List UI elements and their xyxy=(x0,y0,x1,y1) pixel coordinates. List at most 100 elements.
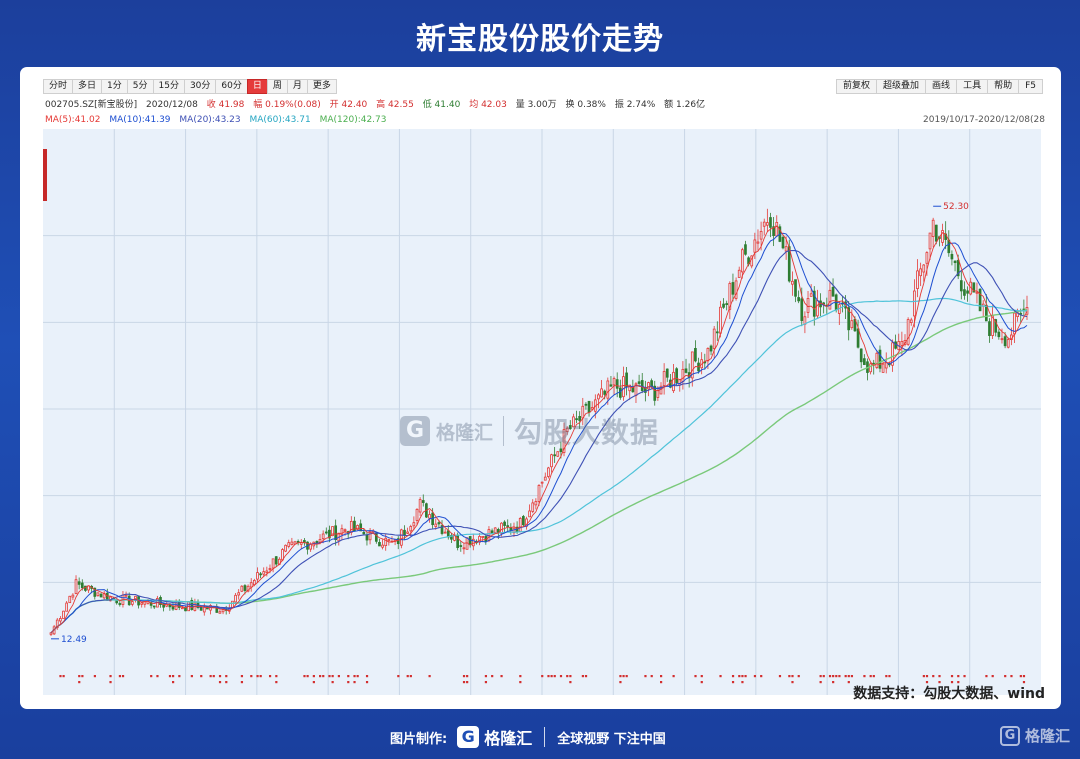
signal-marker xyxy=(312,681,315,684)
legend-ma10: MA(10):41.39 xyxy=(109,115,171,125)
help-button[interactable]: 帮助 xyxy=(987,79,1019,94)
tab-timeframe[interactable]: 多日 xyxy=(72,79,102,94)
candle-body xyxy=(800,298,804,321)
signal-marker xyxy=(397,675,400,678)
signal-marker xyxy=(240,681,244,684)
signal-marker xyxy=(957,681,960,684)
candle-body xyxy=(972,282,976,293)
candle-body xyxy=(956,259,960,277)
footer-credit: 图片制作: G 格隆汇 全球视野 下注中国 xyxy=(390,723,666,751)
draw-line-button[interactable]: 画线 xyxy=(925,79,957,94)
chart-toolbar: 分时 多日 1分 5分 15分 30分 60分 日 周 月 更多 前复权 超级叠… xyxy=(43,79,1043,94)
candle-body xyxy=(609,384,613,387)
signal-marker xyxy=(819,675,822,678)
candle-body xyxy=(406,531,409,534)
candle-body xyxy=(812,290,816,317)
signal-marker xyxy=(78,681,81,684)
candle-body xyxy=(403,529,406,536)
candle-body xyxy=(562,429,566,453)
tools-button[interactable]: 工具 xyxy=(956,79,988,94)
candle-body xyxy=(537,485,541,502)
tab-timeframe[interactable]: 周 xyxy=(266,79,287,94)
signal-marker xyxy=(172,681,175,684)
overlay-button[interactable]: 超级叠加 xyxy=(876,79,926,94)
signal-marker xyxy=(950,681,954,684)
signal-marker xyxy=(328,675,331,678)
candle-body xyxy=(794,279,797,297)
price-chart[interactable]: 12.49 52.30 G 格隆汇 勾股大数据 xyxy=(43,129,1041,695)
candle-body xyxy=(381,544,384,548)
high-price-label: 52.30 xyxy=(943,202,969,212)
signal-marker xyxy=(885,675,888,678)
tab-timeframe[interactable]: 30分 xyxy=(183,79,216,94)
candle-body xyxy=(77,581,81,585)
candle-body xyxy=(287,542,291,547)
avg-price: 均 42.03 xyxy=(469,100,507,110)
candle-body xyxy=(597,394,600,400)
candle-body xyxy=(384,537,388,547)
signal-marker xyxy=(178,675,181,678)
signal-marker xyxy=(985,675,988,678)
candle-body xyxy=(368,530,372,541)
candle-body xyxy=(396,538,400,545)
candle-body xyxy=(284,544,287,552)
candle-body xyxy=(374,532,378,542)
signal-marker xyxy=(731,681,735,684)
candle-body xyxy=(672,371,675,392)
candle-body xyxy=(712,328,716,349)
candle-body xyxy=(878,349,882,369)
signal-marker xyxy=(644,675,647,678)
amount: 额 1.26亿 xyxy=(664,100,706,110)
left-marker-bar xyxy=(43,149,47,201)
tab-timeframe-daily[interactable]: 日 xyxy=(246,79,267,94)
signal-marker xyxy=(1022,681,1026,684)
tab-timeframe[interactable]: 1分 xyxy=(101,79,127,94)
candle-body xyxy=(584,403,588,406)
tab-timeframe[interactable]: 5分 xyxy=(126,79,153,94)
candle-body xyxy=(418,499,422,513)
signal-marker xyxy=(569,681,572,684)
signal-marker xyxy=(218,681,222,684)
tab-timeframe[interactable]: 60分 xyxy=(215,79,247,94)
candle-body xyxy=(428,514,431,519)
signal-marker xyxy=(1004,675,1007,678)
candle-body xyxy=(891,342,894,366)
candle-body xyxy=(606,380,610,399)
tab-timeframe[interactable]: 分时 xyxy=(43,79,73,94)
signal-marker xyxy=(1019,675,1022,678)
candle-body xyxy=(299,542,303,545)
candle-body xyxy=(647,382,650,390)
candle-body xyxy=(240,585,244,592)
signal-marker xyxy=(365,675,369,678)
corner-brand-text: 格隆汇 xyxy=(1024,727,1070,745)
candlestick-chart: 12.49 52.30 xyxy=(43,129,1041,695)
signal-marker xyxy=(428,675,431,678)
signal-marker xyxy=(660,681,663,684)
tab-timeframe[interactable]: 15分 xyxy=(152,79,184,94)
candle-body xyxy=(784,246,788,252)
candle-body xyxy=(744,244,747,255)
candle-body xyxy=(909,319,913,323)
ma20-line xyxy=(50,249,1028,634)
signal-marker xyxy=(212,675,215,678)
signal-marker xyxy=(1010,675,1013,678)
signal-marker xyxy=(109,681,112,684)
candle-body xyxy=(221,609,225,613)
tab-timeframe[interactable]: 更多 xyxy=(306,79,337,94)
candle-body xyxy=(618,387,622,398)
signal-marker xyxy=(209,675,212,678)
candle-body xyxy=(684,368,688,373)
candle-body xyxy=(443,531,447,534)
f5-button[interactable]: F5 xyxy=(1018,79,1043,94)
adjust-button[interactable]: 前复权 xyxy=(836,79,877,94)
candle-body xyxy=(124,594,128,597)
signal-marker xyxy=(331,681,334,684)
signal-marker xyxy=(81,675,84,678)
candle-body xyxy=(734,280,738,299)
signal-marker xyxy=(566,675,569,678)
tab-timeframe[interactable]: 月 xyxy=(286,79,307,94)
candle-body xyxy=(462,547,466,550)
signal-marker xyxy=(200,675,203,678)
ma5-line xyxy=(50,225,1028,634)
candle-body xyxy=(928,232,932,250)
